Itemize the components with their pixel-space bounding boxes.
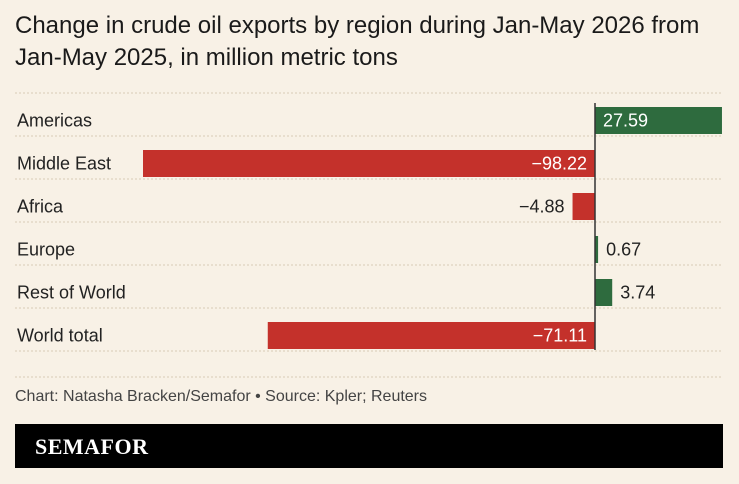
value-label: 3.74 [620,283,655,303]
bar [143,150,595,177]
bar [595,279,613,306]
bar [267,322,595,349]
value-label: 0.67 [606,240,641,260]
category-label: World total [17,326,103,346]
category-label: Africa [17,197,64,217]
category-label: Middle East [17,154,111,174]
bar [595,236,599,263]
category-label: Europe [17,240,75,260]
source-credit: Chart: Natasha Bracken/Semafor • Source:… [15,388,428,405]
footer-bar: SEMAFOR [15,424,723,468]
value-label: 27.59 [603,111,648,131]
category-label: Rest of World [17,283,126,303]
chart-title: Change in crude oil exports by region du… [15,12,700,71]
value-label: −98.22 [531,154,587,174]
value-label: −71.11 [533,326,587,346]
semafor-logo: SEMAFOR [35,434,149,459]
category-label: Americas [17,111,92,131]
bar [595,107,722,134]
bar [572,193,595,220]
value-label: −4.88 [519,197,565,217]
